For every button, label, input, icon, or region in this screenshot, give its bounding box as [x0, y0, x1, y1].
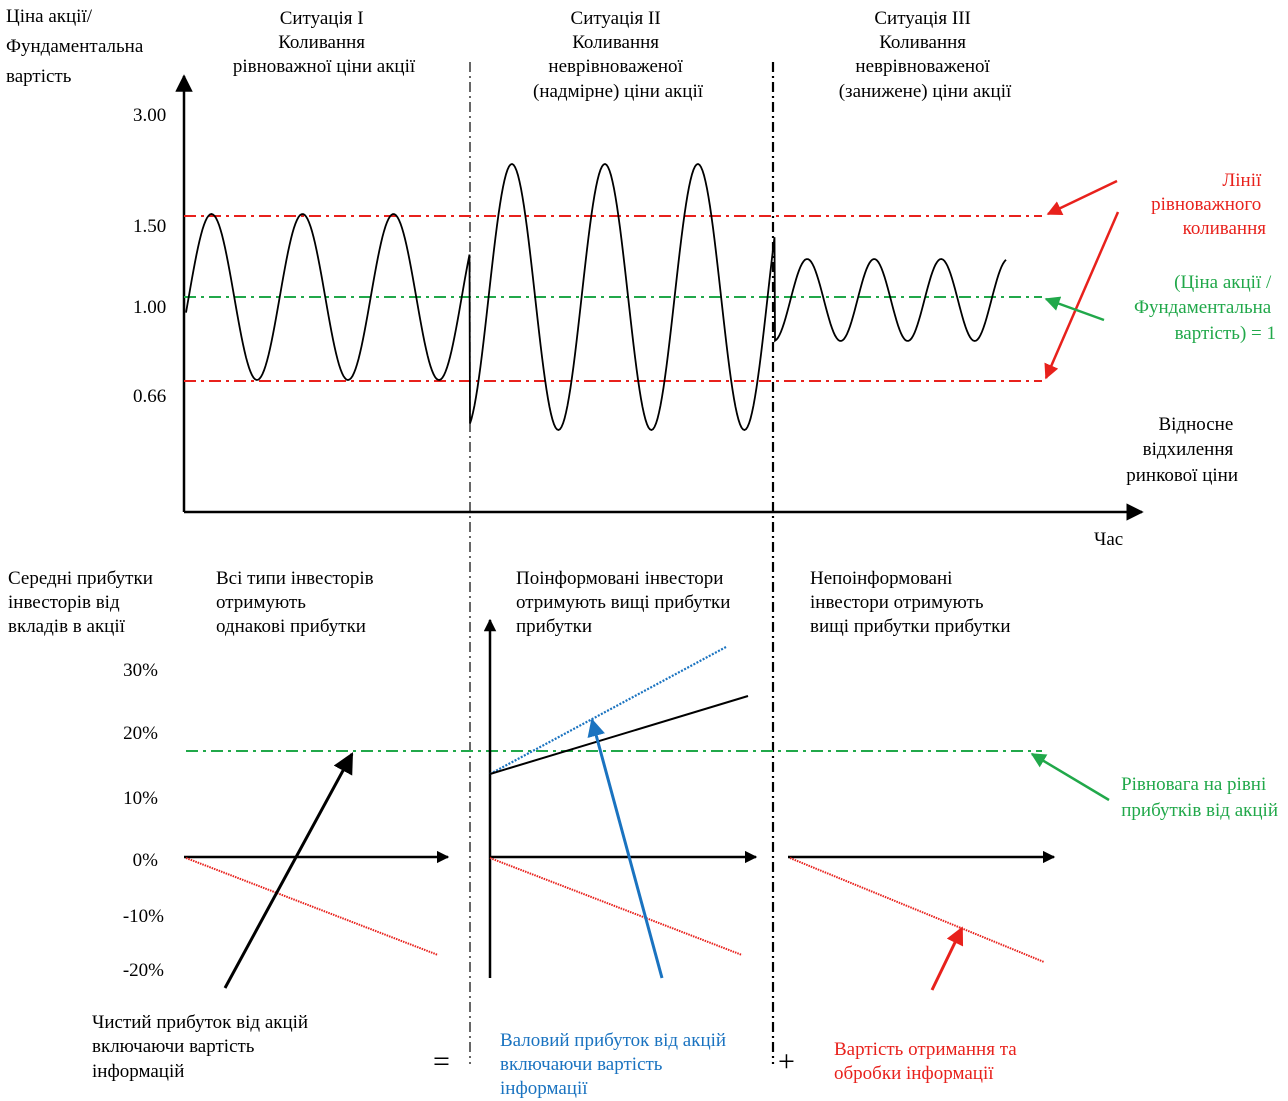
situation-3-header: Ситуація III Коливання неврівноваженої (… — [839, 8, 1012, 102]
situation-1-header: Ситуація I Коливання рівноважної ціни ак… — [233, 8, 416, 77]
arrow-to-lower-line — [1044, 211, 1120, 380]
bottom-y-tick: -20% — [123, 960, 164, 981]
plus-sign: + — [778, 1045, 795, 1078]
arrow-to-upper-line — [1046, 179, 1118, 216]
panel-2-cost-line — [489, 857, 743, 956]
returns-equilibrium-label: Рівновага на рівні прибутків від акцій — [1121, 774, 1278, 821]
arrow-to-returns-equilibrium — [1030, 752, 1110, 802]
bottom-y-tick: 20% — [123, 723, 158, 744]
gross-return-label: Валовий прибуток від акцій включаючи вар… — [500, 1030, 731, 1099]
panel-2-header: Поінформовані інвестори отримують вищі п… — [516, 568, 735, 637]
top-y-tick: 1.50 — [133, 216, 166, 237]
panel-1-header: Всі типи інвесторів отримують однакові п… — [216, 568, 378, 637]
top-y-tick: 3.00 — [133, 105, 166, 126]
bottom-y-tick: 10% — [123, 788, 158, 809]
arrow-to-ratio-line — [1044, 296, 1105, 322]
bottom-y-tick: 30% — [123, 660, 158, 681]
panel-3-cost-arrow — [930, 926, 964, 991]
bottom-y-tick: -10% — [123, 906, 164, 927]
price-oscillation-curve — [185, 163, 1007, 431]
panel-2-gross-return-line — [489, 646, 727, 775]
panel-3-header: Непоінформовані інвестори отримують вищі… — [810, 568, 1011, 637]
panel-1-net-return-arrow — [223, 752, 354, 989]
net-return-label: Чистий прибуток від акцій включаючи варт… — [92, 1012, 313, 1082]
panel-3-cost-line — [789, 857, 1045, 963]
top-y-axis-label: Ціна акції/ Фундаментальна вартість — [6, 6, 148, 87]
deviation-label: Відносне відхилення ринкової ціни — [1126, 414, 1238, 486]
panel-2-net-return-line — [489, 695, 749, 775]
bottom-y-tick: 0% — [133, 850, 159, 871]
top-y-tick: 1.00 — [133, 297, 166, 318]
panel-1-cost-line — [185, 857, 439, 956]
situation-2-header: Ситуація II Коливання неврівноваженої (н… — [533, 8, 704, 102]
information-cost-label: Вартість отримання та обробки інформації — [834, 1039, 1021, 1084]
bottom-y-axis-label: Середні прибутки інвесторів від вкладів … — [8, 568, 158, 637]
equals-sign: = — [433, 1045, 450, 1078]
panel-2-gross-return-arrow — [587, 718, 664, 979]
x-axis-label-time: Час — [1094, 529, 1123, 550]
ratio-label: (Ціна акції / Фундаментальна вартість) =… — [1134, 272, 1276, 344]
top-y-tick: 0.66 — [133, 386, 166, 407]
equilibrium-lines-label: Лінії рівноважного коливання — [1151, 170, 1266, 239]
